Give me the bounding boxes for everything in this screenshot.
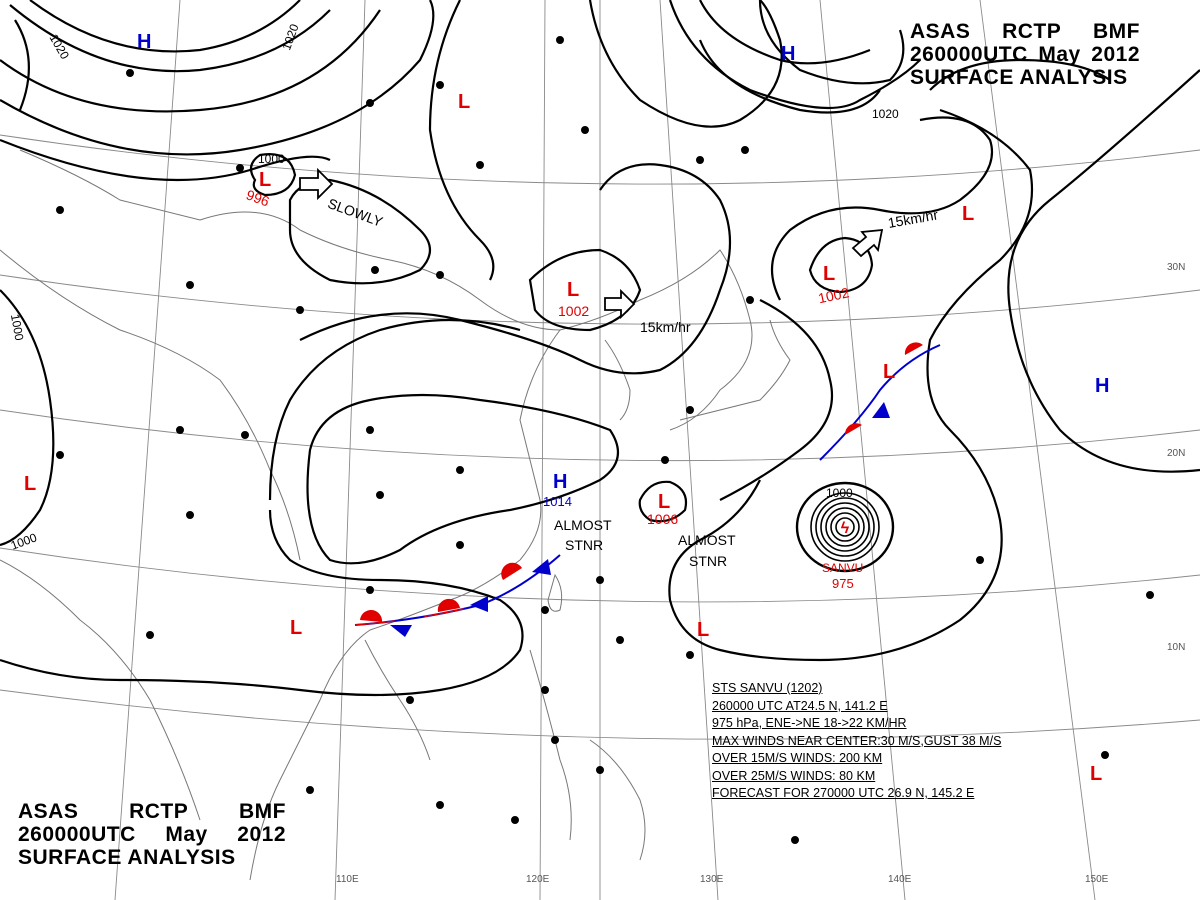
bulletin-line: 260000 UTC AT24.5 N, 141.2 E [712,698,888,713]
pressure-centers: H H H H 1014 L 996 L 1002 L 1002 L 1006 … [24,31,1109,641]
map-title-top: ASAS RCTP BMF 260000UTC May 2012 SURFACE… [910,20,1140,89]
low-center: L [883,361,895,383]
lon-label: 140E [888,874,912,885]
time-code: 260000UTC [910,43,1028,66]
isobar-label: 1000 [826,486,853,500]
isobar-label: 1000 [8,313,26,342]
lat-label: 10N [1167,642,1185,653]
isobar-label: 1020 [872,107,899,121]
low-center: L [24,473,36,495]
low-center: L [259,169,271,191]
source: BMF [1093,20,1140,43]
agency: ASAS [910,20,971,43]
typhoon-pressure: 975 [832,576,854,591]
low-center: L [962,203,974,225]
high-center: H [1095,375,1109,397]
bulletin-line: OVER 15M/S WINDS: 200 KM [712,751,883,765]
source: BMF [239,800,286,823]
isobar-label: 1020 [46,32,72,62]
bulletin-line: OVER 25M/S WINDS: 80 KM [712,768,876,783]
low-center: L [567,279,579,301]
movement-label: 15km/hr [887,206,940,231]
high-center: H [137,31,151,53]
typhoon-isobars [795,481,895,573]
low-center-value: 1002 [558,303,589,319]
month: May [1038,43,1081,66]
year: 2012 [1091,43,1140,66]
low-center-value: 1002 [817,284,851,306]
product: SURFACE ANALYSIS [18,846,236,869]
coastlines [0,149,791,881]
bulletin-line: STS SANVU (1202) [712,681,823,695]
high-center: H [781,43,795,65]
grid-labels: 30N 20N 10N 110E 120E 130E 140E 150E [336,262,1185,885]
high-center: H [553,471,567,493]
time-code: 260000UTC [18,823,136,846]
month: May [165,823,208,846]
map-title-bottom: ASAS RCTP BMF 260000UTC May 2012 SURFACE… [18,800,286,869]
product: SURFACE ANALYSIS [910,66,1128,89]
low-center-value: 996 [244,186,272,209]
low-center: L [658,491,670,513]
station: RCTP [1002,20,1062,43]
stationary-labels: ALMOST STNR ALMOST STNR [554,517,736,569]
bulletin-line: 975 hPa, ENE->NE 18->22 KM/HR [712,716,907,730]
low-center: L [823,263,835,285]
low-center: L [458,91,470,113]
station-plots [56,36,1154,844]
low-center-value: 1006 [647,511,678,527]
stationary-label-line2: STNR [565,537,603,553]
low-center: L [1090,763,1102,785]
lat-label: 20N [1167,448,1185,459]
stationary-front-east [819,342,941,461]
stationary-label-line1: ALMOST [554,517,612,533]
station: RCTP [129,800,189,823]
lon-label: 110E [336,874,359,885]
low-center: L [290,617,302,639]
typhoon-symbol: ϟ [841,520,850,537]
isobar-label: 1000 [258,152,285,166]
stationary-label-line1: ALMOST [678,532,736,548]
isobar-label: 1000 [9,530,39,552]
lat-label: 30N [1167,262,1185,273]
bulletin-line: MAX WINDS NEAR CENTER:30 M/S,GUST 38 M/S [712,733,1002,748]
agency: ASAS [18,800,79,823]
year: 2012 [237,823,286,846]
high-center-value: 1014 [543,494,572,509]
stationary-label-line2: STNR [689,553,727,569]
lon-label: 150E [1085,874,1109,885]
typhoon-bulletin: STS SANVU (1202) 260000 UTC AT24.5 N, 14… [712,680,1001,803]
lon-label: 130E [700,874,724,885]
movement-arrows [299,167,884,320]
lon-label: 120E [526,874,550,885]
typhoon-name: SANVU [822,561,863,575]
bulletin-line: FORECAST FOR 270000 UTC 26.9 N, 145.2 E [712,786,975,800]
movement-label: SLOWLY [326,195,386,230]
stationary-front-south [354,554,561,637]
low-center: L [697,619,709,641]
isobars [0,0,1200,697]
movement-label: 15km/hr [640,319,691,335]
